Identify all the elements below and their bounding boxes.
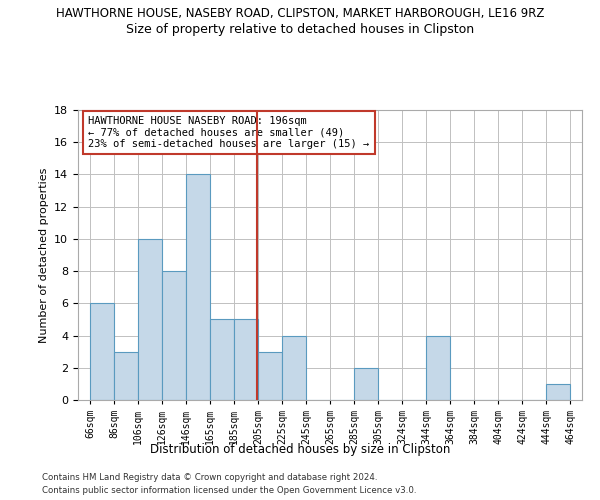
Bar [210,320,234,400]
Bar [114,352,138,400]
Text: Contains public sector information licensed under the Open Government Licence v3: Contains public sector information licen… [42,486,416,495]
Text: HAWTHORNE HOUSE, NASEBY ROAD, CLIPSTON, MARKET HARBOROUGH, LE16 9RZ: HAWTHORNE HOUSE, NASEBY ROAD, CLIPSTON, … [56,8,544,20]
Text: HAWTHORNE HOUSE NASEBY ROAD: 196sqm
← 77% of detached houses are smaller (49)
23: HAWTHORNE HOUSE NASEBY ROAD: 196sqm ← 77… [88,116,370,149]
Bar [90,304,114,400]
Text: Size of property relative to detached houses in Clipston: Size of property relative to detached ho… [126,22,474,36]
Bar [138,239,162,400]
Y-axis label: Number of detached properties: Number of detached properties [38,168,49,342]
Bar [162,271,186,400]
Bar [546,384,570,400]
Bar [354,368,378,400]
Text: Contains HM Land Registry data © Crown copyright and database right 2024.: Contains HM Land Registry data © Crown c… [42,472,377,482]
Bar [186,174,210,400]
Bar [426,336,450,400]
Bar [282,336,306,400]
Bar [234,320,258,400]
Text: Distribution of detached houses by size in Clipston: Distribution of detached houses by size … [150,442,450,456]
Bar [258,352,282,400]
